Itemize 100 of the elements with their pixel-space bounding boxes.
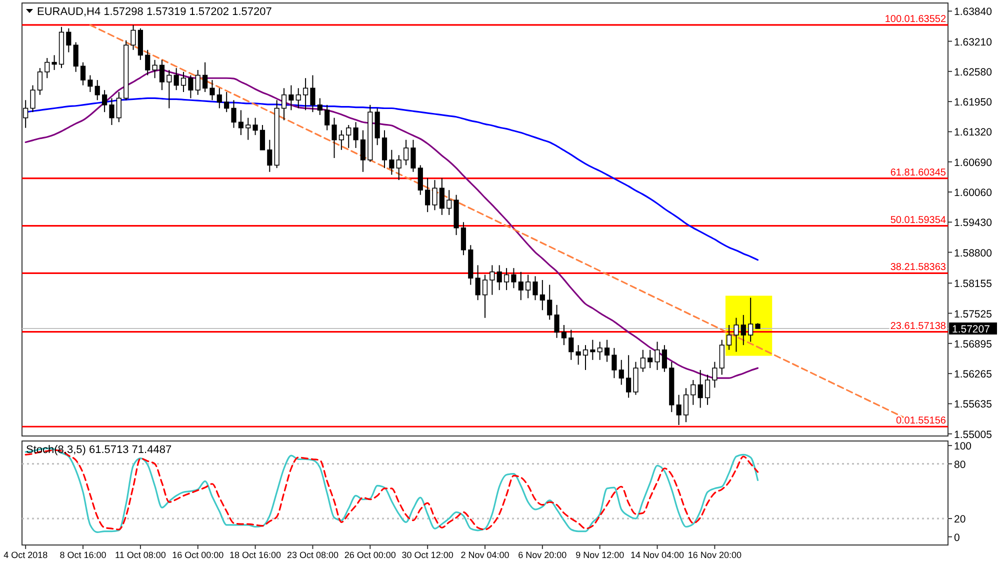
- candlestick: [748, 297, 754, 342]
- candlestick: [252, 117, 258, 136]
- x-tick-label: 16 Nov 20:00: [688, 550, 742, 560]
- candlestick: [475, 264, 480, 301]
- candlestick: [260, 124, 266, 150]
- candlestick: [166, 69, 172, 109]
- candlestick: [698, 369, 703, 408]
- candlestick: [30, 84, 36, 113]
- chart-title: EURAUD,H4 1.57298 1.57319 1.57202 1.57207: [37, 6, 272, 18]
- candlestick: [195, 69, 200, 96]
- candlestick: [310, 74, 316, 113]
- candlestick: [439, 178, 444, 216]
- candlestick: [504, 268, 510, 291]
- candlestick: [353, 122, 358, 148]
- candlestick: [317, 98, 322, 116]
- x-tick-label: 18 Oct 16:00: [230, 550, 282, 560]
- candlestick: [418, 164, 423, 196]
- y-tick-label: 1.61950: [954, 96, 992, 109]
- candlestick: [590, 339, 596, 360]
- candlestick: [324, 104, 330, 131]
- candlestick: [518, 271, 524, 301]
- candlestick: [66, 28, 72, 53]
- candlestick: [216, 88, 222, 109]
- candlestick: [740, 314, 746, 346]
- candlestick: [94, 80, 100, 101]
- candlestick: [238, 110, 244, 136]
- y-tick-label: 1.58800: [954, 247, 992, 260]
- candlestick: [396, 154, 402, 181]
- candlestick: [496, 264, 502, 291]
- candlestick: [446, 190, 452, 216]
- candlestick: [633, 361, 638, 396]
- candlestick: [145, 49, 150, 76]
- candlestick: [202, 62, 208, 92]
- y-tick-label: 0: [954, 532, 960, 544]
- ref-line-label: 1.57207: [952, 323, 990, 336]
- candlestick: [432, 180, 438, 211]
- candlestick: [597, 341, 602, 360]
- candlestick: [44, 58, 50, 79]
- candlestick: [281, 88, 287, 121]
- y-tick-label: 1.59430: [954, 217, 992, 230]
- y-tick-label: 1.60060: [954, 186, 992, 199]
- x-tick-label: 26 Oct 00:00: [344, 550, 396, 560]
- ref-line-label: 50.01.59354: [890, 214, 946, 226]
- candlestick: [683, 388, 689, 423]
- candlestick: [88, 74, 93, 92]
- candlestick: [482, 274, 488, 318]
- candlestick: [109, 98, 114, 126]
- y-tick-label: 20: [954, 514, 966, 526]
- x-tick-label: 14 Nov 04:00: [630, 550, 684, 560]
- candlestick: [80, 62, 86, 86]
- x-tick-label: 2 Nov 04:00: [460, 550, 510, 560]
- candlestick: [210, 80, 215, 101]
- candlestick: [460, 222, 466, 256]
- candlestick: [604, 339, 610, 362]
- y-tick-label: 1.63210: [954, 36, 992, 48]
- candlestick: [159, 59, 165, 91]
- candlestick: [582, 344, 588, 370]
- candlestick: [576, 344, 581, 366]
- candlestick: [338, 130, 344, 150]
- y-tick-label: 1.55635: [954, 398, 992, 411]
- candlestick: [52, 54, 57, 70]
- y-tick-label: 1.56895: [954, 338, 992, 350]
- candlestick: [224, 91, 230, 113]
- candlestick: [231, 100, 236, 128]
- candlestick: [188, 74, 194, 99]
- y-tick-label: 1.60690: [954, 156, 992, 169]
- y-tick-label: 1.55005: [954, 428, 992, 441]
- y-tick-label: 100: [954, 440, 972, 453]
- candlestick: [719, 339, 724, 376]
- candlestick: [526, 274, 531, 299]
- x-tick-label: 9 Nov 12:00: [576, 550, 624, 560]
- candlestick: [296, 88, 301, 109]
- candlestick: [302, 78, 308, 111]
- candlestick: [410, 139, 416, 172]
- x-tick-label: 6 Nov 20:00: [518, 550, 567, 560]
- ref-line-label: 0.01.55156: [896, 416, 946, 427]
- ref-line-label: 61.81.60345: [890, 167, 946, 178]
- candlestick: [640, 349, 646, 372]
- x-tick-label: 23 Oct 08:00: [286, 550, 338, 560]
- ref-line-label: 38.21.58363: [890, 262, 946, 274]
- y-tick-label: 80: [954, 458, 966, 471]
- candlestick: [403, 139, 409, 166]
- candlestick: [360, 130, 366, 172]
- candlestick: [568, 329, 574, 360]
- candlestick: [73, 42, 78, 72]
- candlestick: [726, 324, 732, 350]
- x-tick-label: 8 Oct 16:00: [60, 550, 106, 560]
- candlestick: [540, 280, 545, 311]
- y-tick-label: 1.56265: [954, 368, 992, 381]
- candlestick: [626, 354, 632, 398]
- x-tick-label: 30 Oct 12:00: [402, 550, 454, 560]
- candlestick: [180, 71, 186, 92]
- candlestick: [389, 149, 394, 176]
- candlestick: [690, 380, 696, 406]
- candlestick: [511, 268, 516, 289]
- x-tick-label: 16 Oct 00:00: [172, 550, 224, 560]
- candlestick: [246, 117, 251, 140]
- candlestick: [102, 90, 108, 113]
- candlestick: [490, 264, 495, 296]
- candlestick: [618, 359, 624, 386]
